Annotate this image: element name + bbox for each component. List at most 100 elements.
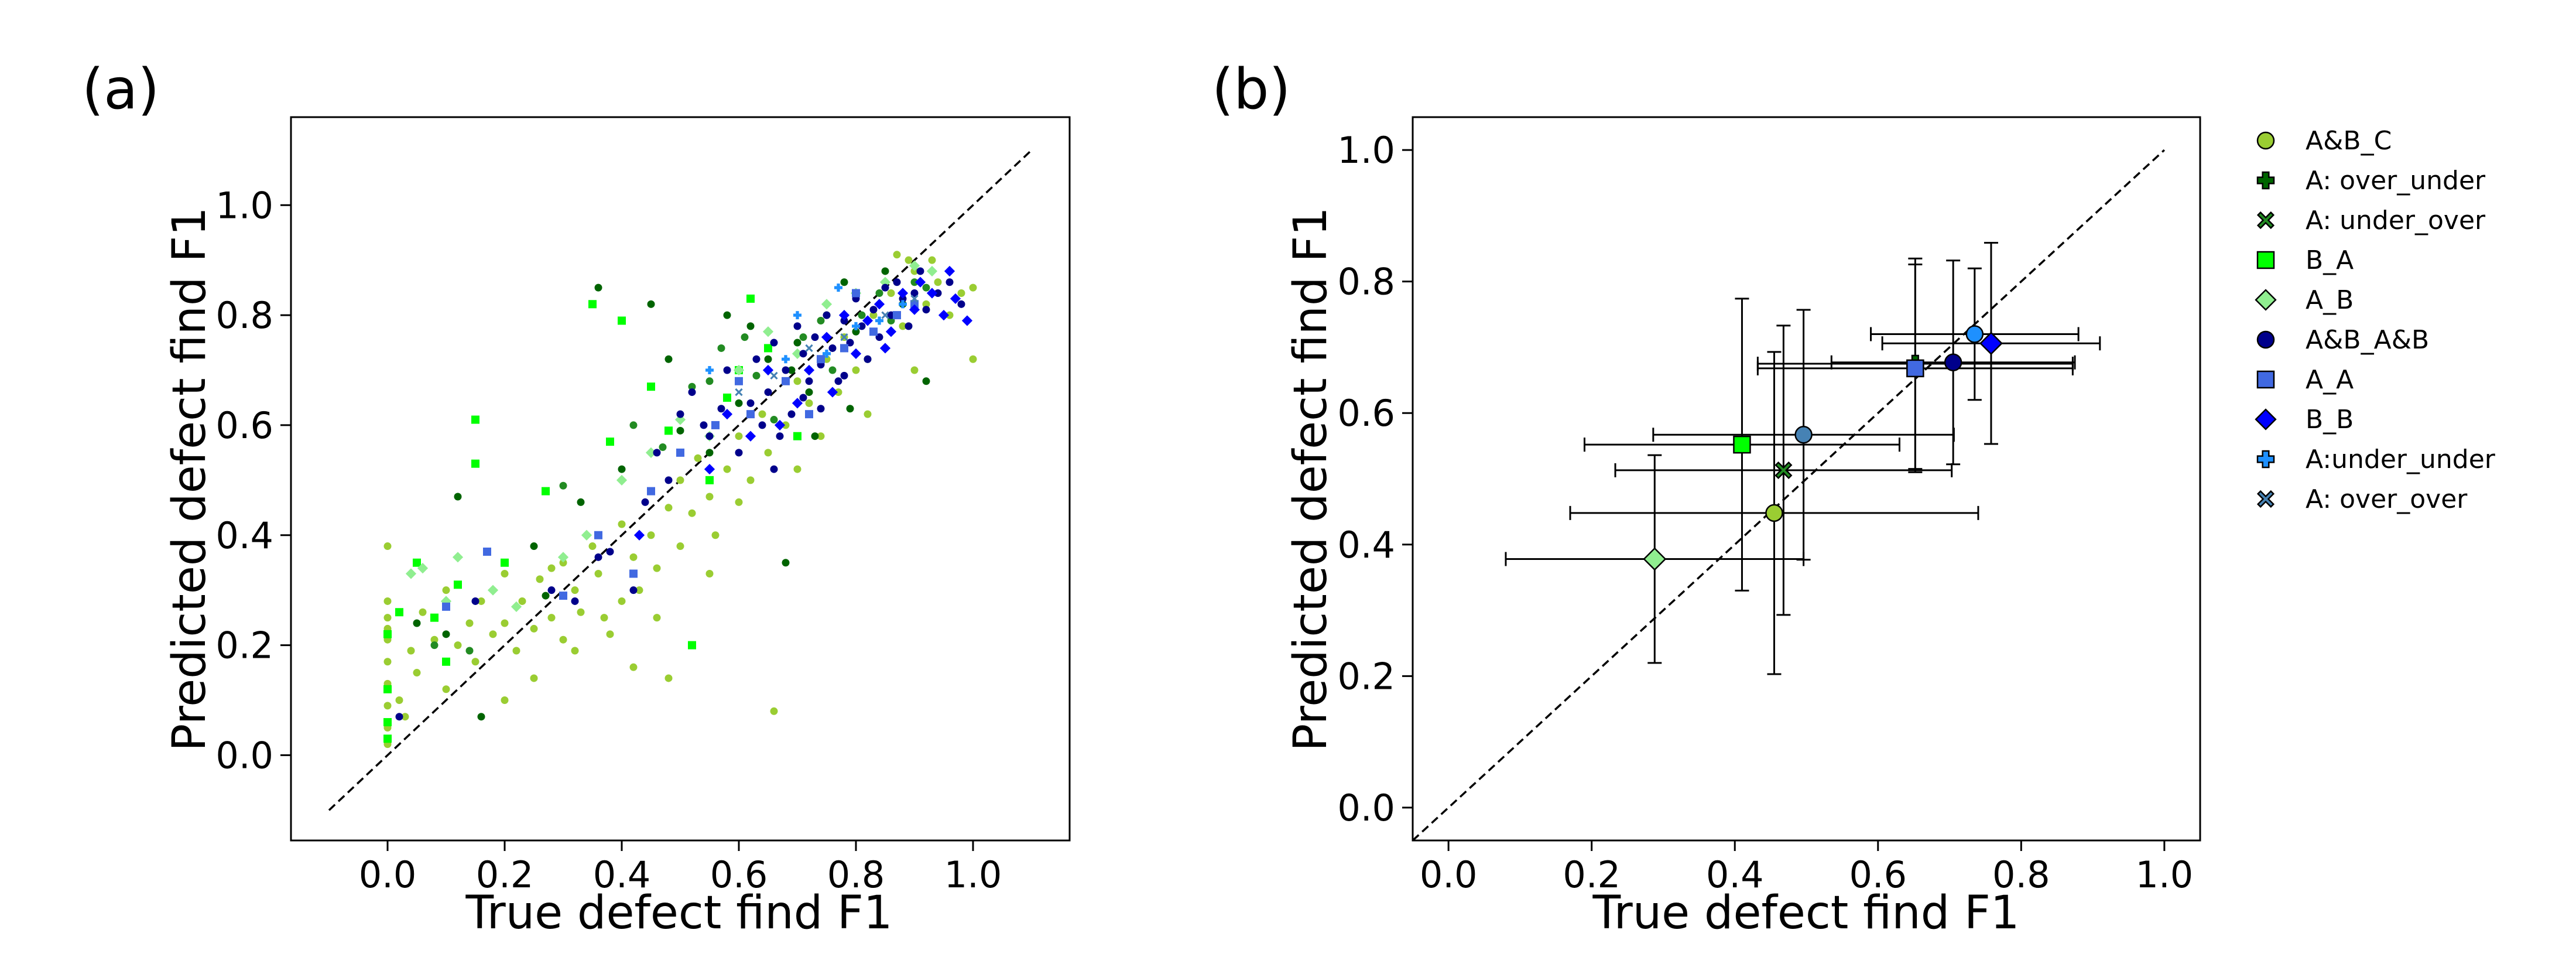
data-point: [852, 322, 860, 330]
panel-a: (a) 0.0 0.2 0.4 0.6 0.8 1.0 0.0 0.2 0.4 0.6 0.8 1.…: [82, 57, 1071, 939]
data-point: [581, 529, 592, 541]
data-point: [594, 553, 602, 561]
data-point: [782, 377, 790, 385]
data-point: [559, 592, 567, 600]
data-point: [530, 542, 538, 551]
data-point: [413, 619, 421, 627]
data-point: [910, 278, 919, 286]
x-tick-label: 1.0: [2136, 853, 2194, 896]
data-point: [770, 371, 778, 380]
y-tick-label: 0.2: [215, 624, 273, 667]
data-point: [557, 552, 569, 563]
data-point: [501, 570, 509, 578]
data-point: [641, 498, 649, 506]
x-tick-label: 0.8: [1992, 853, 2050, 896]
data-point: [674, 414, 686, 425]
data-point: [944, 265, 955, 277]
data-point: [770, 416, 778, 424]
data-point: [741, 333, 749, 341]
data-point: [723, 465, 731, 473]
data-point: [512, 647, 520, 655]
identity-line: [1412, 149, 2166, 842]
data-point: [922, 300, 930, 308]
legend-marker: [2256, 370, 2275, 389]
data-point: [782, 559, 790, 567]
series-a-under-over: [430, 278, 930, 655]
data-point: [688, 382, 696, 391]
data-point: [858, 322, 866, 330]
data-point: [383, 685, 392, 693]
data-point: [606, 630, 614, 638]
panel-a-x-ticks: 0.0 0.2 0.4 0.6 0.8 1.0: [359, 840, 1002, 896]
data-point: [501, 696, 509, 705]
data-point: [793, 311, 801, 320]
data-point: [647, 382, 655, 391]
legend-item-a-under-under: A:under_under: [2256, 445, 2496, 474]
data-point: [629, 586, 638, 594]
mean-point-b-a: [1733, 435, 1751, 454]
data-point: [850, 348, 862, 359]
data-point: [477, 713, 485, 721]
data-point: [676, 542, 684, 551]
data-point: [805, 388, 813, 397]
data-point: [746, 399, 755, 407]
legend-item-b-b: B_B: [2255, 405, 2354, 435]
data-point: [721, 409, 733, 420]
data-point: [676, 476, 684, 484]
data-point: [588, 542, 597, 551]
data-point: [454, 493, 462, 501]
data-point: [875, 316, 883, 325]
data-point: [811, 432, 819, 440]
panel-b-points: [1643, 325, 2003, 571]
data-point: [905, 256, 913, 264]
panel-b: (b) 0.0 0.2 0.4 0.6 0.8 1.0 0.0 0.2 0.4 0.6 0.8 1.…: [1212, 57, 2201, 939]
data-point: [735, 388, 743, 397]
data-point: [938, 309, 950, 321]
data-point: [793, 322, 801, 330]
data-point: [542, 592, 550, 600]
data-point: [852, 289, 860, 298]
data-point: [465, 619, 474, 627]
data-point: [928, 256, 936, 264]
data-point: [910, 295, 919, 303]
data-point: [764, 388, 772, 397]
data-point: [899, 300, 907, 309]
data-point: [792, 398, 803, 409]
data-point: [705, 570, 714, 578]
data-point: [897, 288, 909, 299]
data-point: [417, 563, 429, 574]
data-point: [430, 635, 439, 644]
data-point: [664, 355, 673, 363]
data-point: [653, 449, 661, 457]
data-point: [705, 476, 714, 484]
legend-item-a-b-c: A&B_C: [2256, 126, 2392, 156]
data-point: [629, 553, 638, 561]
data-point: [909, 260, 920, 271]
legend-item-b-a: B_A: [2256, 245, 2354, 275]
legend-label: A:under_under: [2306, 445, 2496, 474]
data-point: [733, 364, 745, 376]
legend-marker: [2256, 211, 2275, 230]
legend-item-a-over-under: A: over_under: [2256, 166, 2486, 196]
data-point: [735, 498, 743, 506]
panel-a-points: [383, 251, 977, 749]
data-point: [629, 421, 638, 429]
data-point: [629, 569, 638, 578]
panel-b-label: (b): [1212, 57, 1290, 122]
legend-item-a-b-a-b: A&B_A&B: [2256, 325, 2429, 355]
series-b-b: [633, 265, 973, 541]
mean-point-a-b-c: [1765, 504, 1783, 522]
legend-label: A&B_C: [2306, 126, 2392, 156]
data-point: [629, 663, 638, 671]
data-point: [383, 597, 392, 605]
data-point: [442, 602, 450, 611]
data-point: [840, 371, 848, 380]
data-point: [909, 304, 920, 315]
data-point: [846, 405, 854, 413]
data-point: [383, 658, 392, 666]
panel-b-y-ticks: 0.0 0.2 0.4 0.6 0.8 1.0: [1337, 129, 1413, 829]
panel-b-diagonal: [1412, 149, 2166, 842]
data-point: [821, 331, 833, 343]
data-point: [442, 685, 450, 693]
